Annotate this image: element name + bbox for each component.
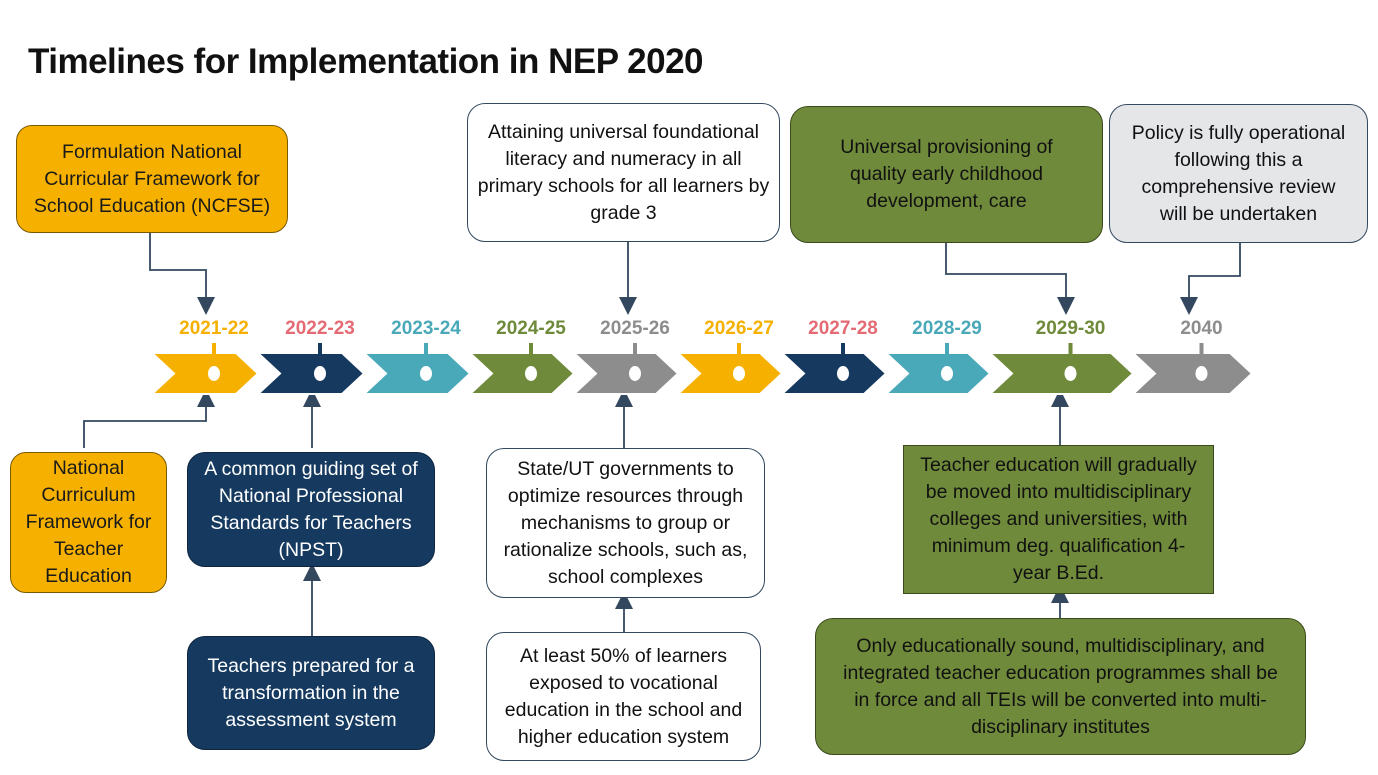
timeline-segment-2028-29 [883,352,992,395]
box-tei-conversion: Only educationally sound, multidisciplin… [815,618,1306,755]
connector-ncfse [149,232,215,315]
timeline-dot [1064,366,1077,381]
connector-policy [1180,242,1241,315]
timeline-segment-2026-27 [675,352,784,395]
box-teacher-education: Teacher education will gradually be move… [903,445,1214,594]
year-label: 2027-28 [808,318,878,339]
timeline-tick [737,343,741,355]
connector-ecce [945,242,1075,315]
timeline-tick [212,343,216,355]
timeline-tick [424,343,428,355]
box-assessment-system: Teachers prepared for a transformation i… [187,636,435,750]
box-vocational-education: At least 50% of learners exposed to voca… [486,632,761,761]
timeline-segment-2027-28 [779,352,888,395]
page-title: Timelines for Implementation in NEP 2020 [28,42,704,81]
timeline-dot [208,366,220,381]
year-label: 2028-29 [912,318,982,339]
box-npst: A common guiding set of National Profess… [187,452,435,567]
timeline-dot [941,366,953,381]
year-label: 2026-27 [704,318,774,339]
year-label: 2023-24 [391,318,461,339]
timeline-tick [633,343,637,355]
timeline-dot [837,366,849,381]
year-label: 2022-23 [285,318,355,339]
timeline-tick [945,343,949,355]
timeline-tick [1068,343,1073,355]
timeline-tick [1199,343,1204,355]
timeline-dot [629,366,641,381]
timeline-segment-2023-24 [361,352,472,395]
timeline-segment-2024-25 [467,352,576,395]
box-policy-operational: Policy is fully operational following th… [1109,104,1368,243]
timeline-dot [733,366,745,381]
box-school-complexes: State/UT governments to optimize resourc… [486,448,765,598]
timeline-segment-2022-23 [255,352,366,395]
connector-ncfte [83,389,215,448]
box-foundational-literacy: Attaining universal foundational literac… [467,103,780,242]
timeline-segment-2021-22 [149,352,260,395]
timeline-segment-2040 [1130,352,1254,395]
year-label: 2021-22 [179,318,249,339]
year-label: 2024-25 [496,318,566,339]
timeline-tick [318,343,322,355]
box-ncfse: Formulation National Curricular Framewor… [16,125,288,233]
timeline-segment-2025-26 [571,352,680,395]
timeline-tick [529,343,533,355]
year-label: 2029-30 [1035,318,1106,339]
timeline-tick [841,343,845,355]
timeline-dot [314,366,326,381]
timeline-segment-2029-30 [987,352,1135,395]
box-ecce: Universal provisioning of quality early … [790,106,1103,243]
timeline-dot [420,366,432,381]
year-label: 2040 [1180,318,1223,339]
box-ncfte: National Curriculum Framework for Teache… [10,452,167,593]
year-label: 2025-26 [600,318,670,339]
timeline-dot [1195,366,1208,381]
timeline-dot [525,366,537,381]
